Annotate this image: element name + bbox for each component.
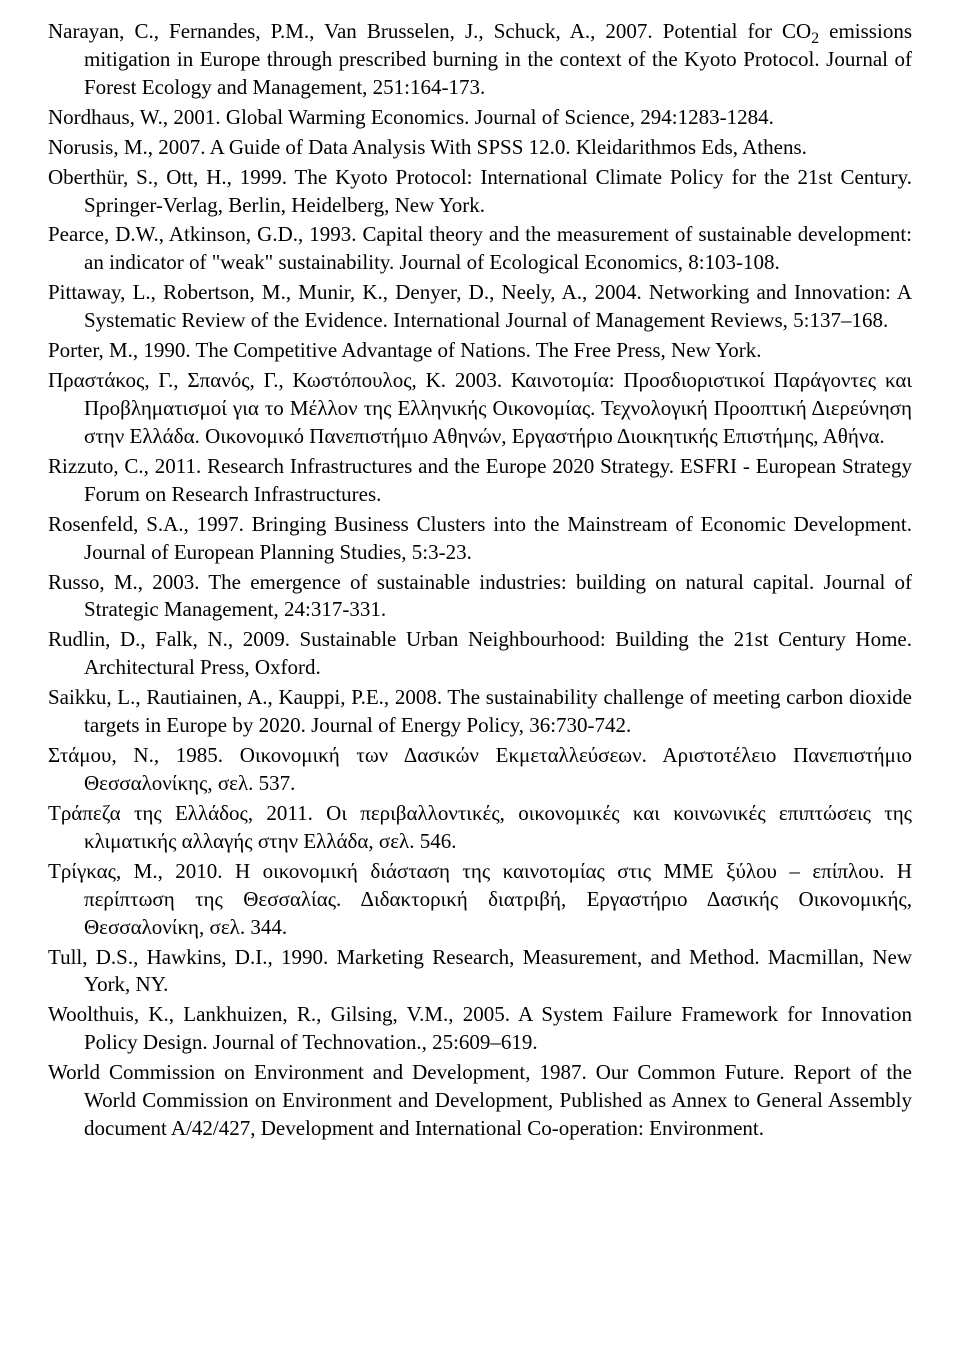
reference-entry: Oberthür, S., Ott, H., 1999. The Kyoto P… — [48, 164, 912, 220]
reference-entry: Norusis, M., 2007. A Guide of Data Analy… — [48, 134, 912, 162]
reference-entry: Στάμου, Ν., 1985. Οικονομική των Δασικών… — [48, 742, 912, 798]
reference-entry: World Commission on Environment and Deve… — [48, 1059, 912, 1143]
reference-entry: Rudlin, D., Falk, N., 2009. Sustainable … — [48, 626, 912, 682]
references-list: Narayan, C., Fernandes, P.M., Van Brusse… — [48, 18, 912, 1143]
reference-entry: Πραστάκος, Γ., Σπανός, Γ., Κωστόπουλος, … — [48, 367, 912, 451]
reference-entry: Pearce, D.W., Atkinson, G.D., 1993. Capi… — [48, 221, 912, 277]
reference-entry: Τρίγκας, Μ., 2010. Η οικονομική διάσταση… — [48, 858, 912, 942]
reference-entry: Russo, M., 2003. The emergence of sustai… — [48, 569, 912, 625]
reference-entry: Rosenfeld, S.A., 1997. Bringing Business… — [48, 511, 912, 567]
reference-entry: Pittaway, L., Robertson, M., Munir, K., … — [48, 279, 912, 335]
reference-entry: Rizzuto, C., 2011. Research Infrastructu… — [48, 453, 912, 509]
reference-entry: Nordhaus, W., 2001. Global Warming Econo… — [48, 104, 912, 132]
reference-entry: Tull, D.S., Hawkins, D.I., 1990. Marketi… — [48, 944, 912, 1000]
reference-entry: Τράπεζα της Ελλάδος, 2011. Οι περιβαλλον… — [48, 800, 912, 856]
reference-entry: Woolthuis, K., Lankhuizen, R., Gilsing, … — [48, 1001, 912, 1057]
reference-entry: Saikku, L., Rautiainen, A., Kauppi, P.E.… — [48, 684, 912, 740]
reference-entry: Porter, M., 1990. The Competitive Advant… — [48, 337, 912, 365]
reference-entry: Narayan, C., Fernandes, P.M., Van Brusse… — [48, 18, 912, 102]
page-container: Narayan, C., Fernandes, P.M., Van Brusse… — [0, 0, 960, 1371]
